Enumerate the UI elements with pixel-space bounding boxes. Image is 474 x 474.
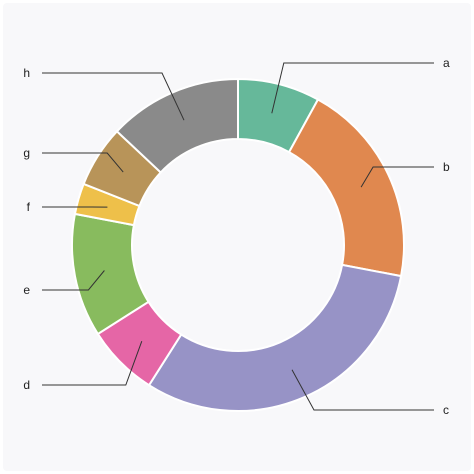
slice-label-a: a xyxy=(443,56,450,70)
slice-h xyxy=(115,77,239,174)
slice-label-h: h xyxy=(23,66,30,80)
leader-line-c xyxy=(291,369,434,411)
slice-label-f: f xyxy=(27,200,31,214)
leader-line-d xyxy=(42,341,143,386)
leader-line-e xyxy=(42,270,105,291)
slice-label-d: d xyxy=(23,378,30,392)
donut-slices xyxy=(71,77,405,412)
slice-labels: a b c d e f g h xyxy=(23,56,450,417)
slice-c xyxy=(147,263,403,412)
slice-label-g: g xyxy=(23,146,30,160)
leader-line-b xyxy=(360,166,434,188)
slice-b xyxy=(287,98,405,278)
slice-label-c: c xyxy=(443,403,449,417)
leader-line-h xyxy=(42,72,185,121)
leader-lines xyxy=(42,62,434,411)
slice-label-b: b xyxy=(443,160,450,174)
leader-line-g xyxy=(42,152,124,173)
leader-line-a xyxy=(271,62,434,114)
slice-label-e: e xyxy=(23,283,30,297)
